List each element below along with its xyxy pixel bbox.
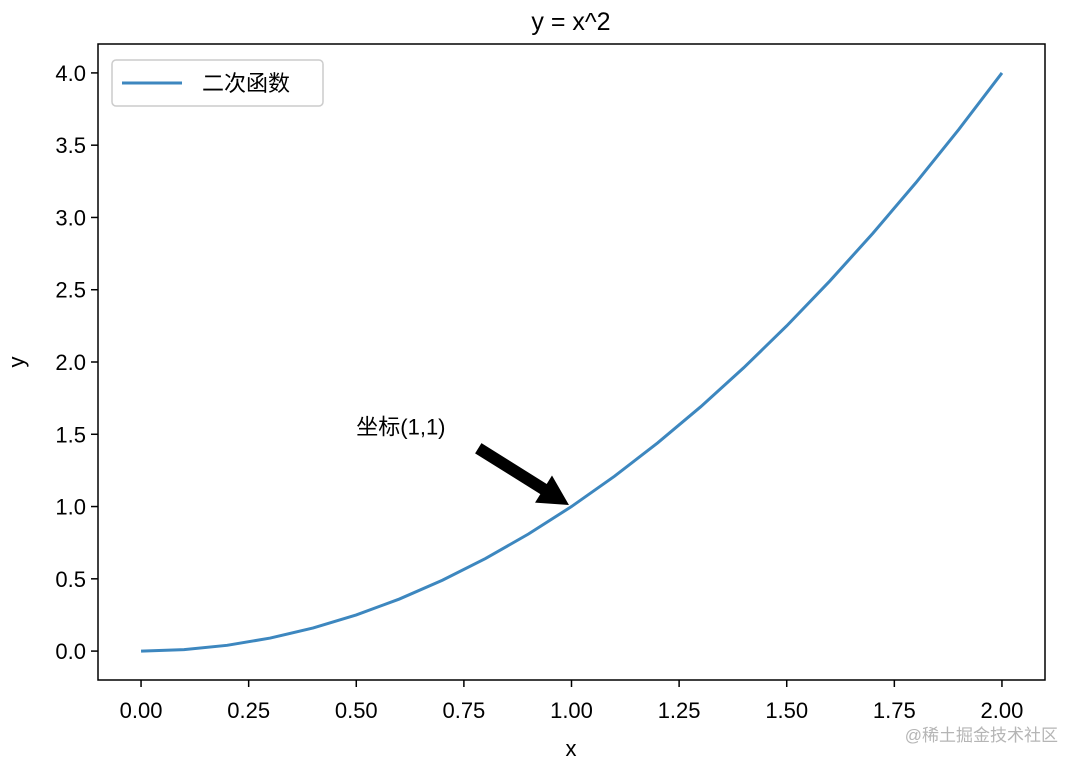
x-tick-label: 0.25 [227, 698, 270, 723]
x-tick-label: 0.75 [442, 698, 485, 723]
x-tick-label: 0.00 [120, 698, 163, 723]
y-tick-label: 1.5 [55, 422, 86, 447]
x-tick-label: 1.75 [873, 698, 916, 723]
y-tick-label: 4.0 [55, 61, 86, 86]
watermark: @稀土掘金技术社区 [905, 726, 1058, 745]
y-axis-label: y [4, 357, 29, 368]
y-tick-label: 3.0 [55, 205, 86, 230]
y-tick-label: 2.0 [55, 350, 86, 375]
y-tick-label: 2.5 [55, 278, 86, 303]
x-tick-label: 1.25 [658, 698, 701, 723]
annotation-arrow [475, 443, 569, 505]
line-series [140, 71, 1004, 653]
y-tick-label: 3.5 [55, 133, 86, 158]
annotation-text: 坐标(1,1) [356, 414, 445, 439]
x-tick-label: 2.00 [981, 698, 1024, 723]
y-tick-label: 0.0 [55, 639, 86, 664]
y-tick-label: 0.5 [55, 567, 86, 592]
legend-label: 二次函数 [202, 71, 290, 96]
x-tick-label: 1.50 [765, 698, 808, 723]
axes-frame [97, 43, 1046, 681]
x-tick-label: 1.00 [550, 698, 593, 723]
chart-title: y = x^2 [531, 8, 610, 36]
x-tick-label: 0.50 [335, 698, 378, 723]
legend-box [111, 59, 324, 107]
x-axis-label: x [566, 736, 577, 761]
y-tick-label: 1.0 [55, 495, 86, 520]
